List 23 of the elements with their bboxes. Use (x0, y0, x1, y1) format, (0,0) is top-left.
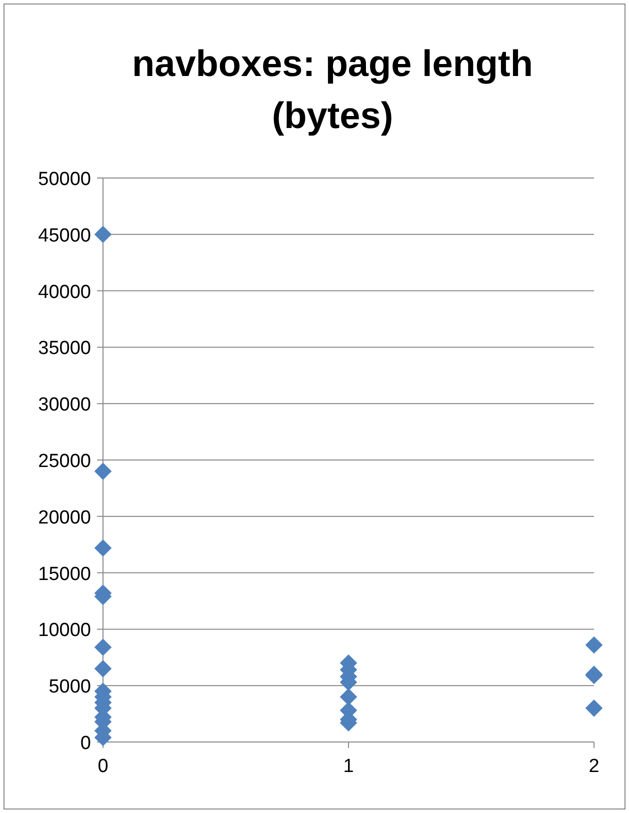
point (94, 462, 112, 480)
y-tick-label: 50000 (38, 169, 91, 190)
point (94, 638, 112, 656)
y-tick-label: 35000 (38, 338, 91, 360)
y-tick-label: 30000 (38, 394, 91, 416)
x-tick-label: 1 (343, 756, 354, 777)
point (585, 636, 603, 654)
y-tick-label: 45000 (38, 225, 91, 246)
y-tick-label: 25000 (38, 451, 91, 472)
point (585, 700, 603, 717)
x-tick-label: 0 (98, 756, 108, 777)
y-tick-label: 15000 (38, 564, 91, 585)
point (94, 660, 112, 678)
chart-title: navboxes: page length (bytes) (132, 43, 533, 136)
point (94, 539, 112, 557)
y-tick-label: 10000 (38, 620, 91, 642)
y-tick-label: 0 (80, 733, 91, 754)
y-tick-label: 40000 (38, 282, 91, 303)
point (94, 226, 112, 244)
point (340, 688, 358, 706)
y-tick-label: 5000 (48, 676, 91, 698)
y-tick-label: 20000 (38, 507, 91, 528)
x-tick-label: 2 (588, 756, 600, 777)
